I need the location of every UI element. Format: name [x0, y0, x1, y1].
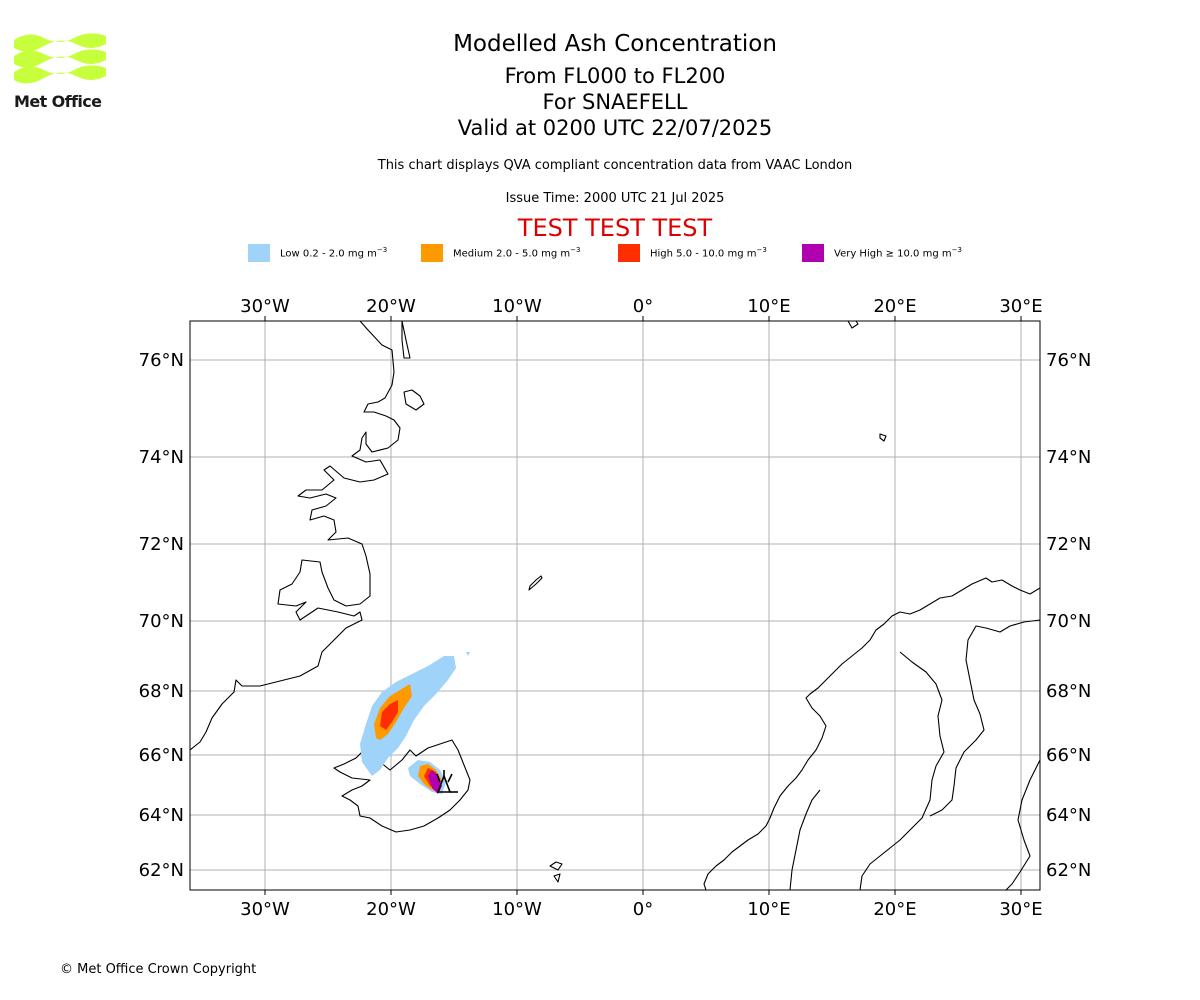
lon-label-bottom-4: 10°E [747, 899, 790, 920]
lon-label-bottom-5: 20°E [873, 899, 916, 920]
copyright: © Met Office Crown Copyright [60, 962, 257, 977]
tick-marks [264, 316, 1022, 895]
legend-item-medium: Medium 2.0 - 5.0 mg m−3 [421, 244, 580, 262]
lat-label-right-2: 72°N [1046, 534, 1091, 555]
lat-label-right-3: 70°N [1046, 611, 1091, 632]
lon-label-bottom-6: 30°E [999, 899, 1042, 920]
legend-label-low: Low 0.2 - 2.0 mg m [280, 248, 377, 260]
legend-item-low: Low 0.2 - 2.0 mg m−3 [248, 244, 387, 262]
lat-label-left-5: 66°N [139, 745, 184, 766]
lat-label-right-4: 68°N [1046, 681, 1091, 702]
legend-item-very-high: Very High ≥ 10.0 mg m−3 [802, 244, 962, 262]
legend-swatch-very-high [802, 244, 824, 262]
chart-title: Modelled Ash Concentration [453, 31, 777, 57]
lat-label-left-1: 74°N [139, 447, 184, 468]
lon-label-bottom-0: 30°W [240, 899, 290, 920]
lat-label-right-1: 74°N [1046, 447, 1091, 468]
lon-label-bottom-2: 10°W [492, 899, 542, 920]
legend-unit-exp: −3 [570, 246, 581, 255]
logo-text: Met Office [14, 92, 102, 111]
valid-time: Valid at 0200 UTC 22/07/2025 [457, 116, 773, 140]
lat-label-left-2: 72°N [139, 534, 184, 555]
legend-label-medium: Medium 2.0 - 5.0 mg m [453, 248, 571, 260]
legend-unit-exp: −3 [951, 246, 962, 255]
met-office-wave-icon [14, 33, 106, 84]
legend-swatch-high [618, 244, 640, 262]
lat-label-left-7: 62°N [139, 860, 184, 881]
lon-label-top-3: 0° [633, 296, 653, 317]
map-frame [189, 320, 1041, 891]
lat-label-left-4: 68°N [139, 681, 184, 702]
legend-label-very-high: Very High ≥ 10.0 mg m [834, 248, 952, 260]
legend-label-high: High 5.0 - 10.0 mg m [650, 248, 757, 260]
lat-label-right-6: 64°N [1046, 805, 1091, 826]
coastlines [190, 321, 1040, 890]
met-office-logo: Met Office [14, 30, 108, 114]
lon-label-top-1: 20°W [366, 296, 416, 317]
legend-swatch-low [248, 244, 270, 262]
lon-label-top-4: 10°E [747, 296, 790, 317]
lat-label-right-0: 76°N [1046, 350, 1091, 371]
lon-label-top-2: 10°W [492, 296, 542, 317]
lat-label-left-0: 76°N [139, 350, 184, 371]
lon-label-top-0: 30°W [240, 296, 290, 317]
legend-swatch-medium [421, 244, 443, 262]
flight-level-range: From FL000 to FL200 [504, 64, 726, 88]
lon-label-top-6: 30°E [999, 296, 1042, 317]
lat-label-right-7: 62°N [1046, 860, 1091, 881]
lat-label-left-3: 70°N [139, 611, 184, 632]
legend-unit-exp: −3 [376, 246, 388, 255]
gridlines [190, 321, 1040, 890]
test-banner: TEST TEST TEST [517, 214, 713, 242]
lon-label-top-5: 20°E [873, 296, 916, 317]
lat-label-left-6: 64°N [139, 805, 184, 826]
qva-note: This chart displays QVA compliant concen… [377, 158, 853, 173]
lat-label-right-5: 66°N [1046, 745, 1091, 766]
volcano-marker-icon [436, 770, 458, 793]
ash-very-high [428, 770, 442, 794]
volcano-name: For SNAEFELL [542, 90, 688, 114]
legend-unit-exp: −3 [756, 246, 767, 255]
legend-item-high: High 5.0 - 10.0 mg m−3 [618, 244, 767, 262]
lon-label-bottom-1: 20°W [366, 899, 416, 920]
issue-time: Issue Time: 2000 UTC 21 Jul 2025 [505, 191, 725, 206]
lon-label-bottom-3: 0° [633, 899, 653, 920]
